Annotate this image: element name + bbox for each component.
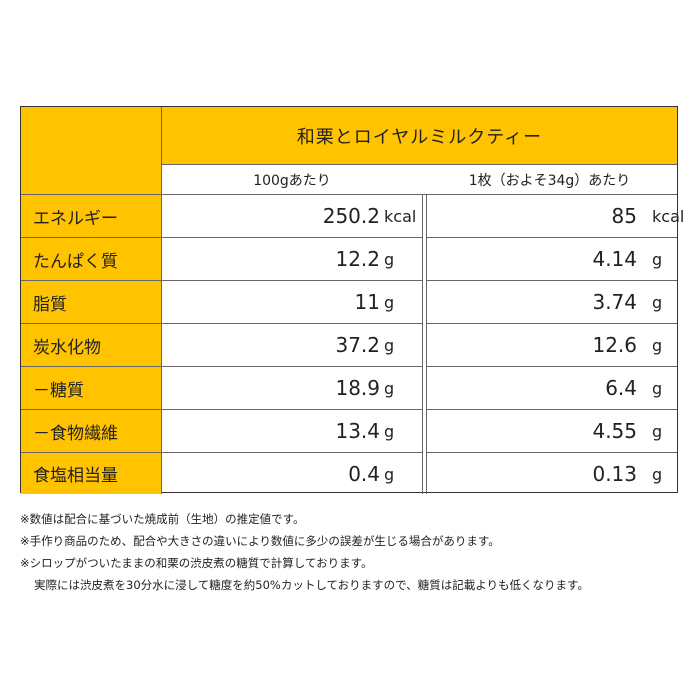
unit: kcal (384, 207, 417, 226)
cell-per-100g: 0.4 g (162, 453, 423, 494)
unit: g (384, 379, 395, 398)
footnote: ※手作り商品のため、配合や大きさの違いにより数値に多少の誤差が生じる場合がありま… (20, 534, 500, 548)
nutrition-table: 和栗とロイヤルミルクティー 100gあたり 1枚（およそ34g）あたり エネルギ… (20, 106, 684, 494)
value: 13.4 (335, 419, 380, 443)
table-row-energy: エネルギー 250.2 kcal 85 kcal (21, 195, 684, 238)
footnote: ※数値は配合に基づいた焼成前（生地）の推定値です。 (20, 512, 305, 526)
footnote: 実際には渋皮煮を30分水に浸して糖度を約50%カットしておりますので、糖質は記載… (34, 578, 589, 592)
row-label: 食塩相当量 (21, 453, 162, 494)
cell-per-piece: 85 kcal (426, 195, 684, 238)
unit: g (652, 379, 663, 398)
row-label: 脂質 (21, 281, 162, 324)
unit: g (384, 422, 395, 441)
cell-per-piece: 0.13 g (426, 453, 677, 494)
table-row-dietary-fiber: －食物繊維 13.4 g 4.55 g (21, 410, 677, 453)
value: 0.4 (348, 462, 380, 486)
table-row-sugar: －糖質 18.9 g 6.4 g (21, 367, 677, 410)
cell-per-100g: 12.2 g (162, 238, 423, 281)
footnotes: ※数値は配合に基づいた焼成前（生地）の推定値です。 ※手作り商品のため、配合や大… (20, 508, 680, 596)
cell-per-piece: 12.6 g (426, 324, 677, 367)
unit: g (384, 293, 395, 312)
cell-per-100g: 250.2 kcal (162, 195, 423, 238)
value: 18.9 (335, 376, 380, 400)
table-row-salt-equivalent: 食塩相当量 0.4 g 0.13 g (21, 453, 677, 494)
cell-per-piece: 6.4 g (426, 367, 677, 410)
row-label: エネルギー (21, 195, 162, 238)
cell-per-piece: 3.74 g (426, 281, 677, 324)
row-label: 炭水化物 (21, 324, 162, 367)
unit: g (652, 422, 663, 441)
row-label: －糖質 (21, 367, 162, 410)
product-title: 和栗とロイヤルミルクティー (162, 107, 677, 165)
unit: g (652, 293, 663, 312)
unit: kcal (652, 207, 685, 226)
value: 4.55 (592, 419, 637, 443)
unit: g (384, 250, 395, 269)
value: 12.6 (592, 333, 637, 357)
row-label: －食物繊維 (21, 410, 162, 453)
table-row-fat: 脂質 11 g 3.74 g (21, 281, 677, 324)
value: 4.14 (592, 247, 637, 271)
table-corner (21, 107, 162, 195)
row-label: たんぱく質 (21, 238, 162, 281)
cell-per-piece: 4.55 g (426, 410, 677, 453)
cell-per-piece: 4.14 g (426, 238, 677, 281)
value: 6.4 (605, 376, 637, 400)
unit: g (652, 336, 663, 355)
cell-per-100g: 18.9 g (162, 367, 423, 410)
value: 3.74 (592, 290, 637, 314)
value: 11 (354, 290, 380, 314)
column-header-per-piece: 1枚（およそ34g）あたり (422, 165, 677, 195)
value: 12.2 (335, 247, 380, 271)
cell-per-100g: 13.4 g (162, 410, 423, 453)
unit: g (652, 465, 663, 484)
value: 37.2 (335, 333, 380, 357)
unit: g (652, 250, 663, 269)
value: 250.2 (322, 204, 380, 228)
cell-per-100g: 37.2 g (162, 324, 423, 367)
table-row-protein: たんぱく質 12.2 g 4.14 g (21, 238, 677, 281)
value: 0.13 (592, 462, 637, 486)
footnote: ※シロップがついたままの和栗の渋皮煮の糖質で計算しております。 (20, 556, 373, 570)
column-header-per-100g: 100gあたり (162, 165, 422, 195)
table-row-carbohydrate: 炭水化物 37.2 g 12.6 g (21, 324, 677, 367)
unit: g (384, 465, 395, 484)
value: 85 (611, 204, 637, 228)
unit: g (384, 336, 395, 355)
cell-per-100g: 11 g (162, 281, 423, 324)
